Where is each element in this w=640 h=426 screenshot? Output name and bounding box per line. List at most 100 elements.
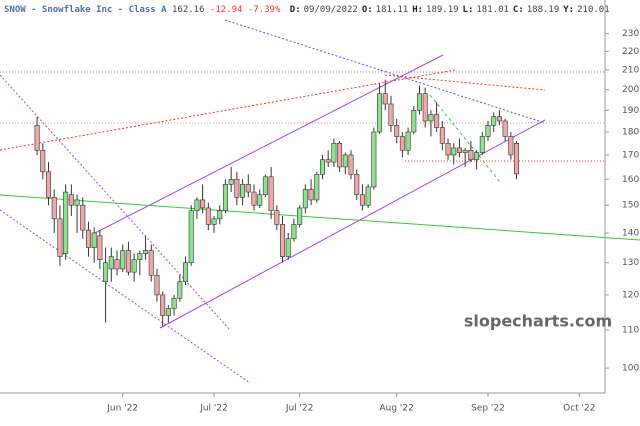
trend-line [0, 69, 456, 151]
y-tick-label: 170 [622, 150, 639, 160]
candle-body [274, 210, 280, 225]
candle-body [148, 250, 154, 276]
candle-body [285, 238, 291, 257]
candle-body [171, 297, 177, 309]
candle-body [319, 159, 325, 175]
candle-body [85, 229, 91, 248]
candle-body [74, 199, 80, 206]
candle-body [331, 143, 337, 163]
candle-body [40, 149, 46, 173]
candle-body [177, 281, 183, 299]
candle-body [388, 103, 394, 126]
change: -12.94 [210, 5, 243, 15]
candle-body [337, 143, 343, 168]
candle-body [302, 189, 308, 209]
candle-body [468, 149, 474, 161]
candle-body [354, 174, 360, 195]
candle-body [502, 120, 508, 137]
candle-body [160, 294, 166, 316]
candle-body [508, 136, 514, 156]
candle-body [434, 114, 440, 128]
y-tick-label: 230 [622, 29, 639, 39]
candle-body [262, 176, 268, 195]
candle-body [143, 250, 149, 254]
candle-body [63, 191, 69, 254]
field-label: L: [463, 5, 474, 15]
candle-body [496, 116, 502, 122]
candle-body [165, 308, 171, 316]
y-tick-label: 150 [622, 201, 639, 211]
candle-body [80, 204, 86, 231]
trend-line [224, 19, 546, 124]
candle-body [342, 154, 348, 168]
trend-line [0, 209, 251, 384]
candle-body [514, 143, 520, 175]
candle-body [268, 176, 274, 211]
candle-body [474, 152, 480, 161]
y-tick-label: 100 [622, 364, 639, 374]
candle-body [456, 147, 462, 153]
candle-body [217, 210, 223, 220]
field-value: 188.19 [527, 5, 560, 15]
candle-body [359, 194, 365, 206]
candle-body [411, 109, 417, 133]
x-tick-label: Aug '22 [379, 404, 413, 414]
candle-body [325, 159, 331, 163]
candle-body [257, 194, 263, 206]
candle-body [445, 143, 451, 156]
candle-body [188, 210, 194, 264]
trend-line [0, 194, 640, 241]
candle-body [394, 125, 400, 137]
candle-body [234, 179, 240, 198]
candle-body [417, 93, 423, 111]
candle-body [103, 262, 109, 283]
candle-body [194, 199, 200, 211]
candle-body [365, 186, 371, 206]
candle-body [491, 116, 497, 126]
candle-body [154, 274, 160, 296]
candle-body [451, 147, 457, 156]
candle-body [422, 93, 428, 122]
channel-line [159, 119, 546, 329]
candle-body [205, 207, 211, 225]
last-price: 162.16 [172, 5, 205, 15]
symbol-title: SNOW - Snowflake Inc - Class A [4, 5, 167, 15]
y-tick-label: 140 [622, 228, 639, 238]
candle-body [382, 93, 388, 105]
ohlc-fields: D: 09/09/2022 O: 181.11 H: 189.19 L: 181.01 C: 18… [290, 5, 610, 15]
candle-body [462, 149, 468, 153]
candle-body [280, 224, 286, 257]
candle-body [114, 259, 120, 270]
candle-body [91, 232, 97, 248]
y-tick-label: 190 [622, 106, 639, 116]
candle-body [222, 184, 228, 211]
candle-body [377, 93, 383, 133]
candle-body [308, 189, 314, 201]
field-label: C: [513, 5, 524, 15]
candle-body [240, 184, 246, 198]
candle-body [228, 179, 234, 185]
candle-body [428, 114, 434, 122]
field-value: 189.19 [426, 5, 459, 15]
field-label: D: [290, 5, 301, 15]
candle-body [57, 218, 63, 257]
candle-body [34, 125, 40, 151]
candle-body [297, 207, 303, 225]
candle-body [200, 199, 206, 209]
y-tick-label: 210 [622, 66, 639, 76]
y-tick-label: 110 [622, 325, 639, 335]
candle-body [125, 250, 131, 273]
candle-body [46, 171, 52, 198]
candle-body [399, 136, 405, 151]
candle-body [131, 259, 137, 273]
trend-line [429, 94, 501, 183]
candle-body [439, 127, 445, 144]
candle-body [371, 131, 377, 188]
candle-body [108, 256, 114, 270]
candle-body [485, 125, 491, 137]
candle-body [348, 154, 354, 175]
candle-body [182, 262, 188, 283]
candle-body [137, 253, 143, 260]
watermark: slopecharts.com [464, 312, 612, 331]
candle-body [245, 184, 251, 193]
